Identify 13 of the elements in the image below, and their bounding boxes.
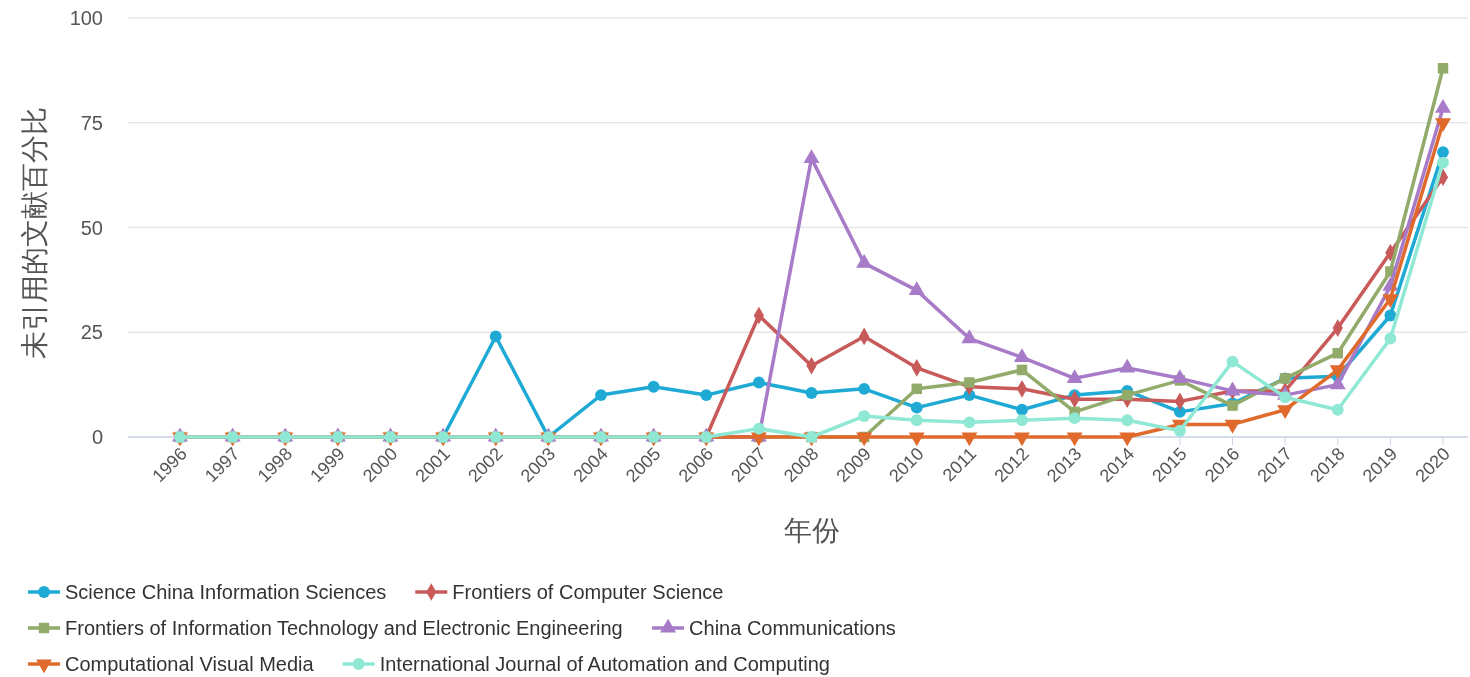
legend-label: Frontiers of Computer Science: [452, 581, 724, 603]
y-tick-label: 25: [80, 321, 103, 344]
legend-label: Science China Information Sciences: [65, 581, 387, 603]
y-tick-label: 100: [69, 7, 103, 29]
legend-label: China Communications: [689, 617, 896, 639]
legend-label: Computational Visual Media: [65, 653, 315, 675]
y-tick-label: 50: [80, 216, 103, 239]
y-tick-label: 75: [80, 111, 103, 134]
y-axis-title: 未引用的文献百分比: [19, 106, 50, 359]
y-tick-label: 0: [91, 426, 103, 448]
legend-label: International Journal of Automation and Computing: [379, 653, 830, 675]
legend-label: Frontiers of Information Technology and Electronic Engineering: [65, 617, 623, 639]
x-axis-title: 年份: [784, 515, 840, 546]
